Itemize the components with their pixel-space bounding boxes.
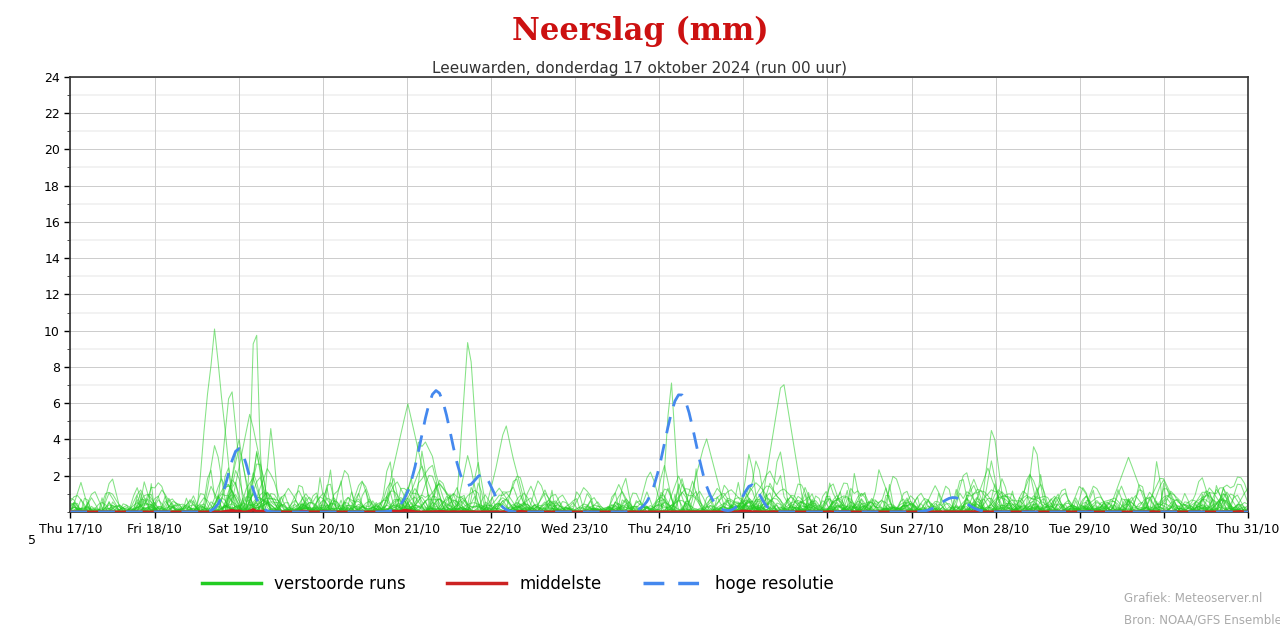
Text: Leeuwarden, donderdag 17 oktober 2024 (run 00 uur): Leeuwarden, donderdag 17 oktober 2024 (r… xyxy=(433,61,847,76)
Text: Bron: NOAA/GFS Ensemble: Bron: NOAA/GFS Ensemble xyxy=(1124,613,1280,626)
Text: Neerslag (mm): Neerslag (mm) xyxy=(512,16,768,47)
Text: Grafiek: Meteoserver.nl: Grafiek: Meteoserver.nl xyxy=(1124,592,1262,605)
Text: 5: 5 xyxy=(27,534,36,547)
Legend: verstoorde runs, middelste, hoge resolutie: verstoorde runs, middelste, hoge resolut… xyxy=(196,568,840,600)
